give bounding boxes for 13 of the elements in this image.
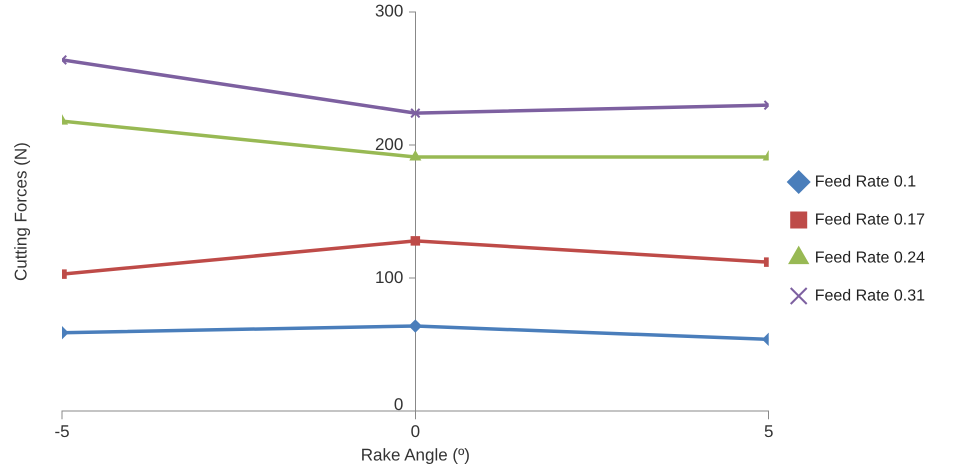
y-tick-label: 200 (374, 134, 404, 154)
y-tick-label: 100 (374, 268, 404, 287)
y-axis-title: Cutting Forces (N) (12, 142, 31, 282)
x-axis-title: Rake Angle (º) (360, 445, 470, 464)
x-tick-label: 0 (410, 422, 420, 442)
x-tick-label: 5 (764, 422, 774, 442)
y-tick-label: 300 (374, 2, 404, 21)
y-tick-label: 0 (394, 394, 404, 414)
x-tick-label: -5 (54, 422, 70, 442)
legend-label: Feed Rate 0.24 (814, 249, 926, 266)
legend-label: Feed Rate 0.1 (814, 173, 916, 190)
legend-label: Feed Rate 0.17 (814, 211, 926, 228)
legend-label: Feed Rate 0.31 (814, 287, 926, 304)
